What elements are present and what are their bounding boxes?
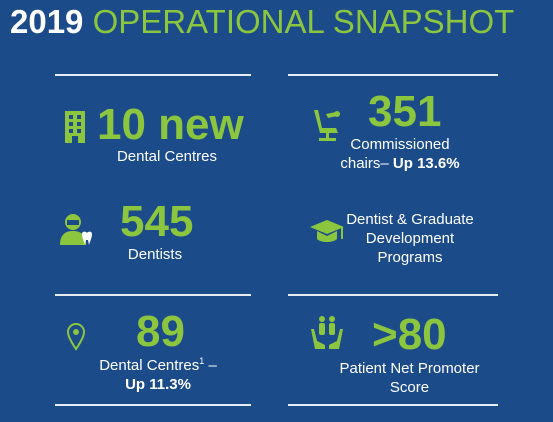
stat-label: Dental Centres [116,148,218,165]
stat-label-line: Dentist & Graduate [346,211,474,228]
stat-label: Dentists [127,246,183,263]
stat-label: Patient Net Promoter Score [322,359,497,397]
stat-emphasis: Up 11.3% [125,376,191,393]
page-title: 2019 OPERATIONAL SNAPSHOT [10,2,514,42]
stat-label: Commissioned chairs– Up 13.6% [320,135,480,173]
stat-label: Dentist & Graduate Development Programs [340,210,480,267]
location-pin-icon [66,322,86,351]
divider [55,74,251,76]
stat-label-suffix: – [204,357,217,374]
stat-value: 10 new [97,100,244,149]
stat-value: 545 [120,197,194,246]
divider [288,74,498,76]
title-year: 2019 [10,3,84,40]
dentist-icon [60,214,92,245]
stat-label: Dental Centres1 – Up 11.3% [88,356,228,394]
building-icon [65,111,85,143]
divider [288,404,498,406]
title-text: OPERATIONAL SNAPSHOT [92,3,515,40]
divider [55,404,251,406]
stat-label-line: Patient Net Promoter [339,360,480,377]
stat-label-line: Dental Centres [99,357,200,374]
stat-label-line: Score [389,379,430,396]
divider [288,294,498,296]
stat-emphasis: Up 13.6% [392,155,460,172]
stat-value: 89 [136,307,185,356]
stat-label-line: Development [365,230,455,247]
footnote-marker: 1 [199,356,205,366]
stat-label-line: Programs [377,249,443,266]
hands-people-icon [311,316,343,349]
stat-value: 351 [368,87,442,136]
divider [55,294,251,296]
stat-label-line: Commissioned [350,136,450,153]
stat-value: >80 [372,310,447,359]
stat-label-line: chairs– [340,155,389,172]
graduation-cap-icon [310,220,344,242]
dental-chair-icon [314,110,340,141]
